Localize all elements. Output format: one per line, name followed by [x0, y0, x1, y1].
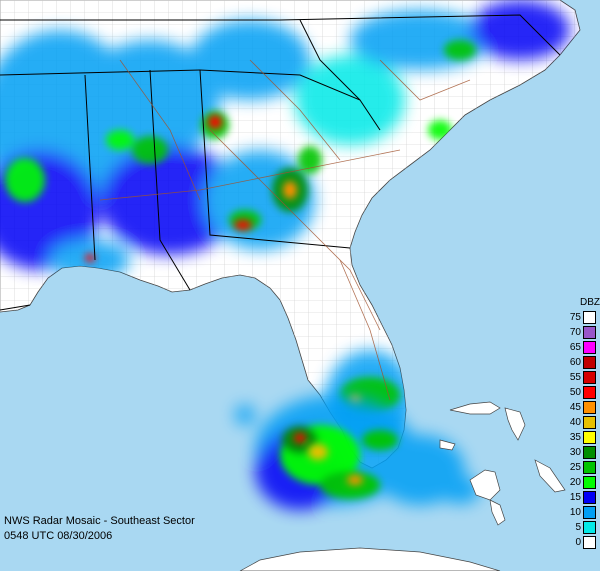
legend-row: 40 [567, 415, 600, 430]
legend-value: 75 [569, 312, 581, 323]
legend-swatch [583, 416, 596, 429]
legend-swatch [583, 311, 596, 324]
legend-row: 45 [567, 400, 600, 415]
legend-value: 5 [575, 522, 581, 533]
legend-row: 5 [567, 520, 600, 535]
legend-value: 15 [569, 492, 581, 503]
legend-swatch [583, 401, 596, 414]
legend-row: 65 [567, 340, 600, 355]
legend-swatch [583, 341, 596, 354]
legend-value: 40 [569, 417, 581, 428]
legend-swatch [583, 326, 596, 339]
legend-value: 30 [569, 447, 581, 458]
legend-value: 35 [569, 432, 581, 443]
legend-row: 20 [567, 475, 600, 490]
state-borders [0, 14, 561, 311]
legend-row: 15 [567, 490, 600, 505]
cuba [239, 547, 501, 571]
legend-row: 10 [567, 505, 600, 520]
legend-title: DBZ [580, 297, 600, 308]
legend-value: 65 [569, 342, 581, 353]
legend-row: 60 [567, 355, 600, 370]
bahamas [439, 401, 566, 526]
legend-value: 0 [575, 537, 581, 548]
legend-swatch [583, 446, 596, 459]
map-caption-title: NWS Radar Mosaic - Southeast Sector [4, 515, 195, 527]
legend-swatch [583, 371, 596, 384]
radar-echoes-land [0, 0, 570, 450]
legend-value: 55 [569, 372, 581, 383]
legend-row: 55 [567, 370, 600, 385]
road-network [99, 59, 471, 401]
legend-value: 45 [569, 402, 581, 413]
legend-row: 0 [567, 535, 600, 550]
legend-value: 50 [569, 387, 581, 398]
legend-value: 20 [569, 477, 581, 488]
legend-swatch [583, 506, 596, 519]
legend-row: 70 [567, 325, 600, 340]
legend-swatch [583, 491, 596, 504]
legend-swatch [583, 476, 596, 489]
dbz-legend: DBZ 75 70 65 60 55 50 45 40 35 30 25 20 15 10 5 0 [567, 297, 600, 549]
legend-swatch [583, 536, 596, 549]
legend-row: 25 [567, 460, 600, 475]
legend-value: 10 [569, 507, 581, 518]
legend-row: 75 [567, 310, 600, 325]
legend-swatch [583, 461, 596, 474]
legend-swatch [583, 386, 596, 399]
map-caption-timestamp: 0548 UTC 08/30/2006 [4, 530, 113, 542]
legend-row: 35 [567, 430, 600, 445]
legend-row: 50 [567, 385, 600, 400]
hurricane-echoes [235, 395, 480, 510]
legend-value: 70 [569, 327, 581, 338]
legend-swatch [583, 356, 596, 369]
legend-row: 30 [567, 445, 600, 460]
legend-swatch [583, 431, 596, 444]
legend-swatch [583, 521, 596, 534]
legend-value: 25 [569, 462, 581, 473]
legend-value: 60 [569, 357, 581, 368]
